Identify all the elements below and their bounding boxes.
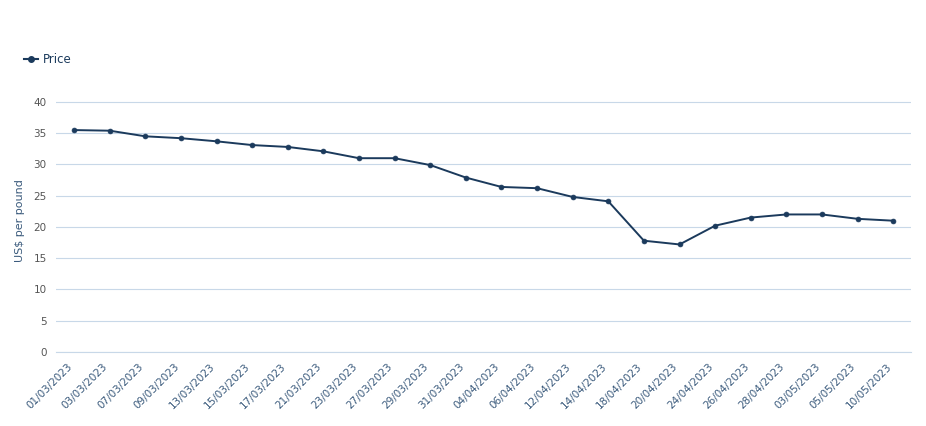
Legend: Price: Price bbox=[19, 48, 77, 71]
Y-axis label: US$ per pound: US$ per pound bbox=[15, 179, 25, 262]
